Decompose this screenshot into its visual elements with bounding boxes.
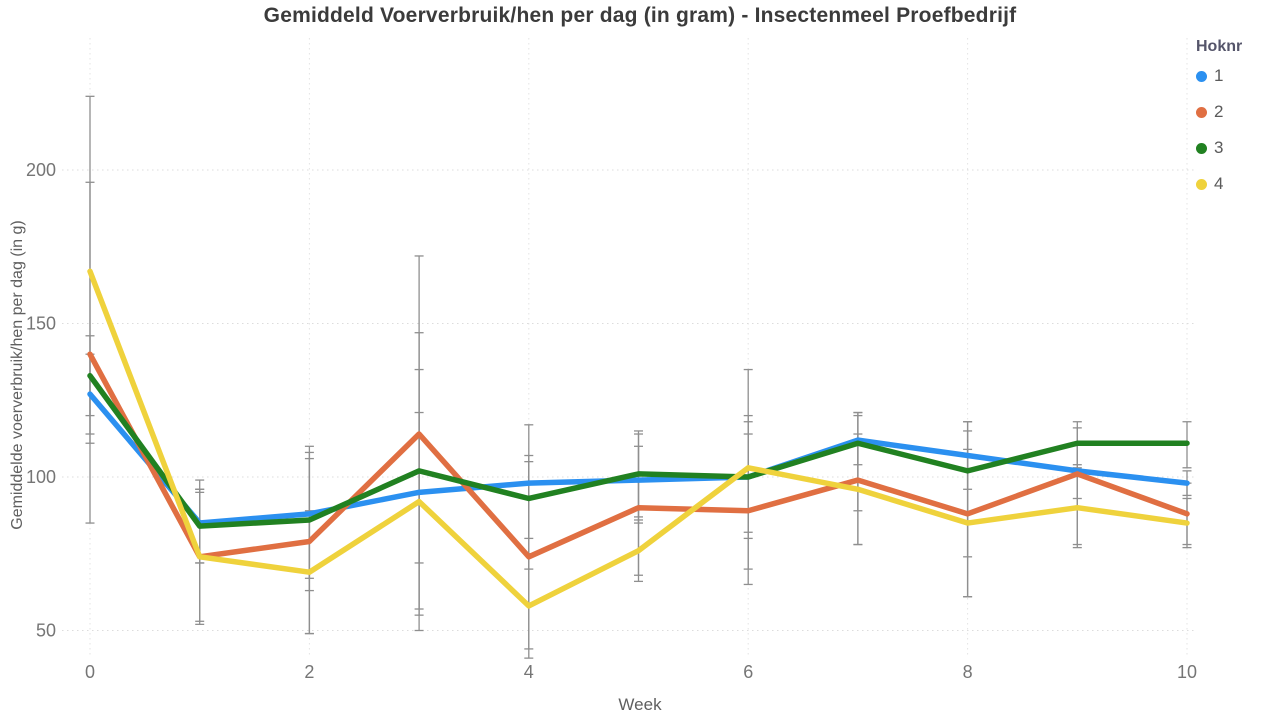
legend: Hoknr 1 2 3 4 (1196, 38, 1276, 210)
legend-item-label: 1 (1214, 66, 1224, 85)
legend-item-hoknr-3[interactable]: 3 (1196, 138, 1276, 158)
legend-title: Hoknr (1196, 38, 1243, 55)
legend-dot-icon (1196, 142, 1207, 154)
legend-item-label: 4 (1214, 174, 1224, 193)
legend-items: 1 2 3 4 (1196, 66, 1276, 194)
x-axis-title: Week (618, 695, 662, 714)
x-tick-label: 2 (304, 662, 314, 682)
y-tick-label: 50 (36, 621, 56, 641)
x-tick-label: 0 (85, 662, 95, 682)
legend-item-hoknr-4[interactable]: 4 (1196, 174, 1276, 194)
legend-dot-icon (1196, 178, 1207, 190)
x-tick-label: 8 (963, 662, 973, 682)
legend-dot-icon (1196, 106, 1207, 118)
series-line-hoknr-2 (87, 351, 1190, 560)
legend-dot-icon (1196, 70, 1207, 82)
x-tick-label: 6 (743, 662, 753, 682)
legend-item-label: 3 (1214, 138, 1224, 157)
y-tick-label: 150 (26, 314, 56, 334)
x-tick-label: 10 (1177, 662, 1197, 682)
legend-item-hoknr-1[interactable]: 1 (1196, 66, 1276, 86)
chart-title: Gemiddeld Voerverbruik/hen per dag (in g… (263, 4, 1017, 27)
series-line-hoknr-3 (87, 372, 1190, 529)
x-tick-label: 4 (524, 662, 534, 682)
y-axis-title: Gemiddelde voerverbruik/hen per dag (in … (9, 220, 26, 530)
series-line-hoknr-4 (87, 268, 1190, 609)
y-tick-label: 100 (26, 467, 56, 487)
legend-item-hoknr-2[interactable]: 2 (1196, 102, 1276, 122)
legend-item-label: 2 (1214, 102, 1224, 121)
y-tick-label: 200 (26, 160, 56, 180)
